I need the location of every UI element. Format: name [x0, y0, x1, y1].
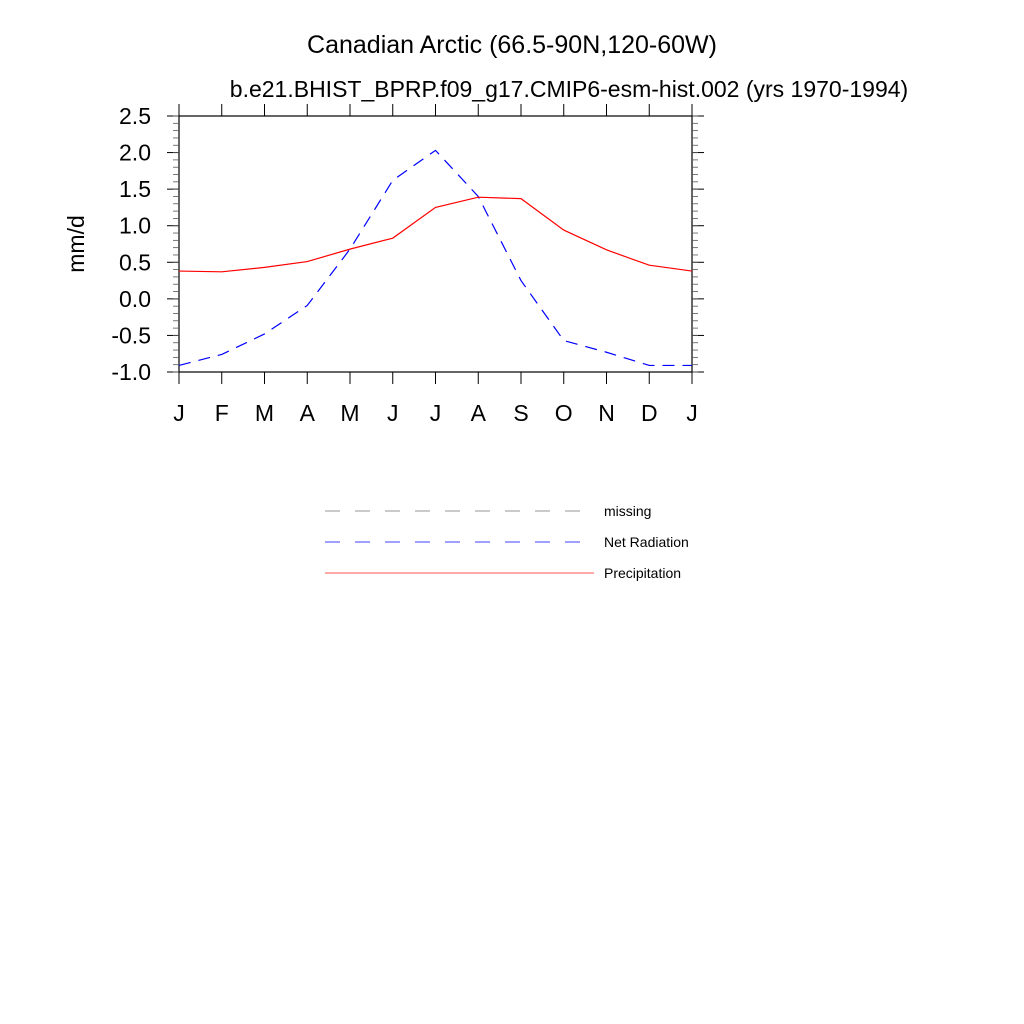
y-tick-label: -0.5: [111, 322, 151, 348]
legend-item: Net Radiation: [325, 534, 689, 550]
y-tick-label: -1.0: [111, 359, 151, 385]
axes: 2.52.01.51.00.50.0-0.5-1.0J F M A M J J A S O N D J: [111, 103, 704, 426]
x-tick-label: J: [686, 400, 698, 426]
x-tick-label: M: [340, 400, 359, 426]
chart-subtitle: b.e21.BHIST_BPRP.f09_g17.CMIP6-esm-hist.…: [230, 76, 908, 102]
x-tick-label: F: [215, 400, 229, 426]
x-tick-label: J: [430, 400, 442, 426]
legend-label: missing: [604, 503, 651, 519]
x-tick-label: A: [300, 400, 316, 426]
x-tick-label: M: [255, 400, 274, 426]
series-line: [178, 196, 693, 273]
series-precipitation: [178, 196, 693, 273]
legend-item: Precipitation: [325, 565, 681, 581]
y-tick-label: 0.5: [119, 249, 151, 275]
x-tick-label: S: [513, 400, 528, 426]
x-tick-label: A: [471, 400, 487, 426]
y-axis-label: mm/d: [63, 215, 89, 273]
legend-item: missing: [325, 503, 651, 519]
y-tick-label: 2.0: [119, 140, 151, 166]
y-tick-label: 2.5: [119, 103, 151, 129]
y-tick-label: 1.0: [119, 213, 151, 239]
y-tick-label: 1.5: [119, 176, 151, 202]
x-tick-label: O: [555, 400, 573, 426]
legend: missing Net Radiation Precipitation: [325, 503, 689, 581]
y-tick-label: 0.0: [119, 286, 151, 312]
x-tick-label: D: [641, 400, 658, 426]
legend-label: Net Radiation: [604, 534, 689, 550]
series-line: [178, 149, 692, 367]
chart-title: Canadian Arctic (66.5-90N,120-60W): [307, 31, 717, 59]
series-net-radiation: [178, 149, 693, 367]
x-tick-label: N: [598, 400, 615, 426]
plot-frame: [178, 115, 693, 373]
legend-label: Precipitation: [604, 565, 681, 581]
series-group: [178, 149, 693, 367]
x-tick-label: J: [387, 400, 399, 426]
x-tick-label: J: [173, 400, 185, 426]
